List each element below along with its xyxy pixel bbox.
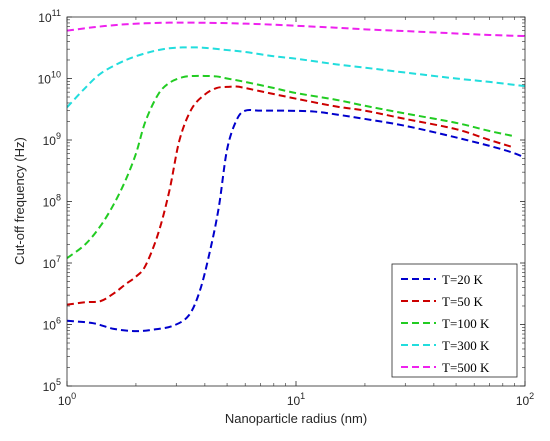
y-axis-label: Cut-off frequency (Hz)	[12, 137, 27, 265]
series-line-t-20-k	[67, 108, 525, 333]
legend-label: T=500 K	[442, 360, 490, 375]
legend-label: T=50 K	[442, 294, 484, 309]
y-tick-label: 105	[43, 377, 61, 394]
series-line-t-300-k	[67, 46, 525, 108]
y-tick-label: 108	[43, 193, 61, 210]
series-line-t-100-k	[67, 74, 515, 259]
x-tick-label: 101	[287, 391, 305, 408]
axes-box	[66, 16, 526, 387]
y-tick-label: 109	[43, 131, 61, 148]
legend-box	[391, 263, 518, 378]
legend-label: T=100 K	[442, 316, 490, 331]
legend-label: T=20 K	[442, 272, 484, 287]
x-axis-label: Nanoparticle radius (nm)	[225, 411, 367, 426]
legend-label: T=300 K	[442, 338, 490, 353]
y-tick-label: 1011	[38, 8, 61, 25]
y-tick-labels: 105 106 107 108 109 1010 1011	[38, 8, 61, 394]
legend: T=20 K T=50 K T=100 K T=300 K T=500 K	[391, 263, 518, 378]
x-tick-label: 100	[58, 391, 76, 408]
series-line-t-500-k	[67, 21, 525, 38]
y-tick-label: 1010	[38, 70, 61, 87]
series-layer	[67, 21, 525, 333]
y-tick-label: 107	[43, 254, 61, 271]
x-tick-label: 102	[516, 391, 534, 408]
series-line-t-50-k	[67, 85, 515, 306]
x-tick-labels: 100 101 102	[58, 391, 534, 408]
y-tick-label: 106	[43, 316, 61, 333]
